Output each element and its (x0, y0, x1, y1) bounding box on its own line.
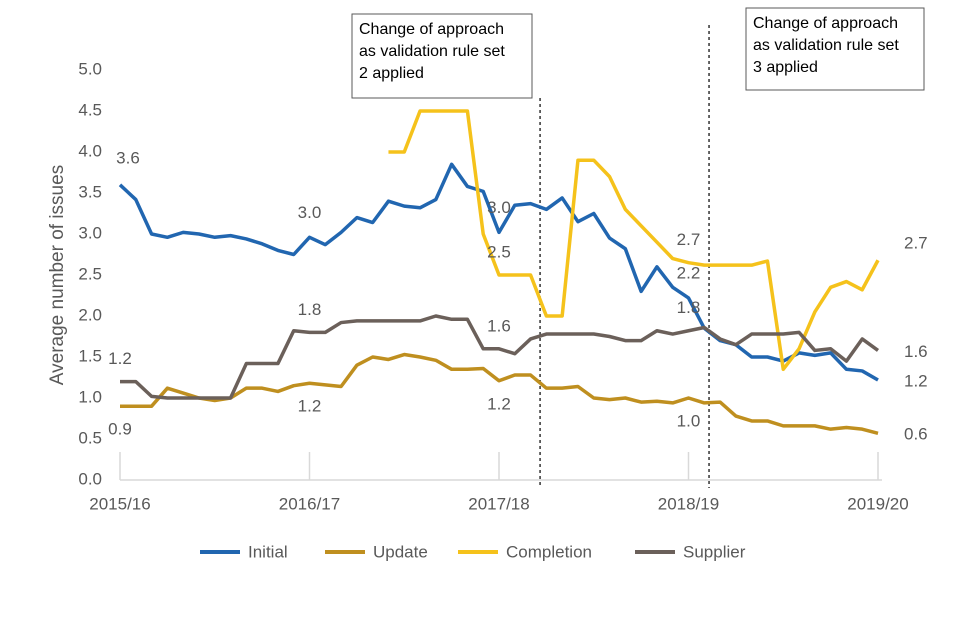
y-tick-label: 2.0 (78, 305, 102, 324)
data-label: 1.8 (677, 298, 701, 317)
series-line (118, 162, 879, 382)
legend-label: Supplier (683, 542, 746, 561)
y-tick-label: 4.5 (78, 100, 102, 119)
data-label: 1.2 (487, 394, 511, 413)
data-label: 3.0 (487, 198, 511, 217)
data-label: 2.5 (487, 242, 511, 261)
y-tick-label: 3.0 (78, 223, 102, 242)
annotation-box (351, 13, 533, 99)
annotation-text: as validation rule set (359, 43, 505, 60)
data-label: 1.6 (487, 316, 511, 335)
x-tick-label: 2016/17 (279, 494, 340, 513)
annotation-text: 3 applied (753, 59, 818, 76)
data-label: 0.9 (108, 420, 132, 439)
data-label: 1.0 (677, 411, 701, 430)
data-label: 2.2 (677, 263, 701, 282)
data-label: 1.2 (298, 397, 322, 416)
y-tick-label: 0.5 (78, 428, 102, 447)
data-label: 2.7 (904, 234, 928, 253)
data-label: 1.2 (904, 371, 928, 390)
legend-label: Completion (506, 542, 592, 561)
series-line (120, 314, 880, 400)
y-tick-label: 5.0 (78, 59, 102, 78)
data-label: 2.7 (677, 230, 701, 249)
annotation-text: Change of approach (753, 15, 898, 32)
data-label: 3.6 (116, 148, 140, 167)
x-tick-label: 2017/18 (468, 494, 529, 513)
annotation-text: 2 applied (359, 65, 424, 82)
data-label: 1.6 (904, 342, 928, 361)
y-axis-label: Average number of issues (47, 165, 68, 385)
data-label: 0.6 (904, 425, 928, 444)
series-line (388, 109, 880, 372)
y-tick-label: 1.0 (78, 387, 102, 406)
data-label: 1.2 (108, 349, 132, 368)
y-tick-label: 2.5 (78, 264, 102, 283)
y-tick-label: 3.5 (78, 182, 102, 201)
legend-label: Update (373, 542, 428, 561)
annotation-text: as validation rule set (753, 37, 899, 54)
x-tick-label: 2019/20 (847, 494, 908, 513)
series-line (120, 352, 879, 435)
annotation-text: Change of approach (359, 21, 504, 38)
x-tick-label: 2015/16 (89, 494, 150, 513)
y-tick-label: 4.0 (78, 141, 102, 160)
legend-label: Initial (248, 542, 288, 561)
data-label: 3.0 (298, 203, 322, 222)
annotation-box (745, 7, 925, 91)
data-label: 1.8 (298, 300, 322, 319)
x-tick-label: 2018/19 (658, 494, 719, 513)
y-tick-label: 0.0 (78, 469, 102, 488)
y-tick-label: 1.5 (78, 346, 102, 365)
